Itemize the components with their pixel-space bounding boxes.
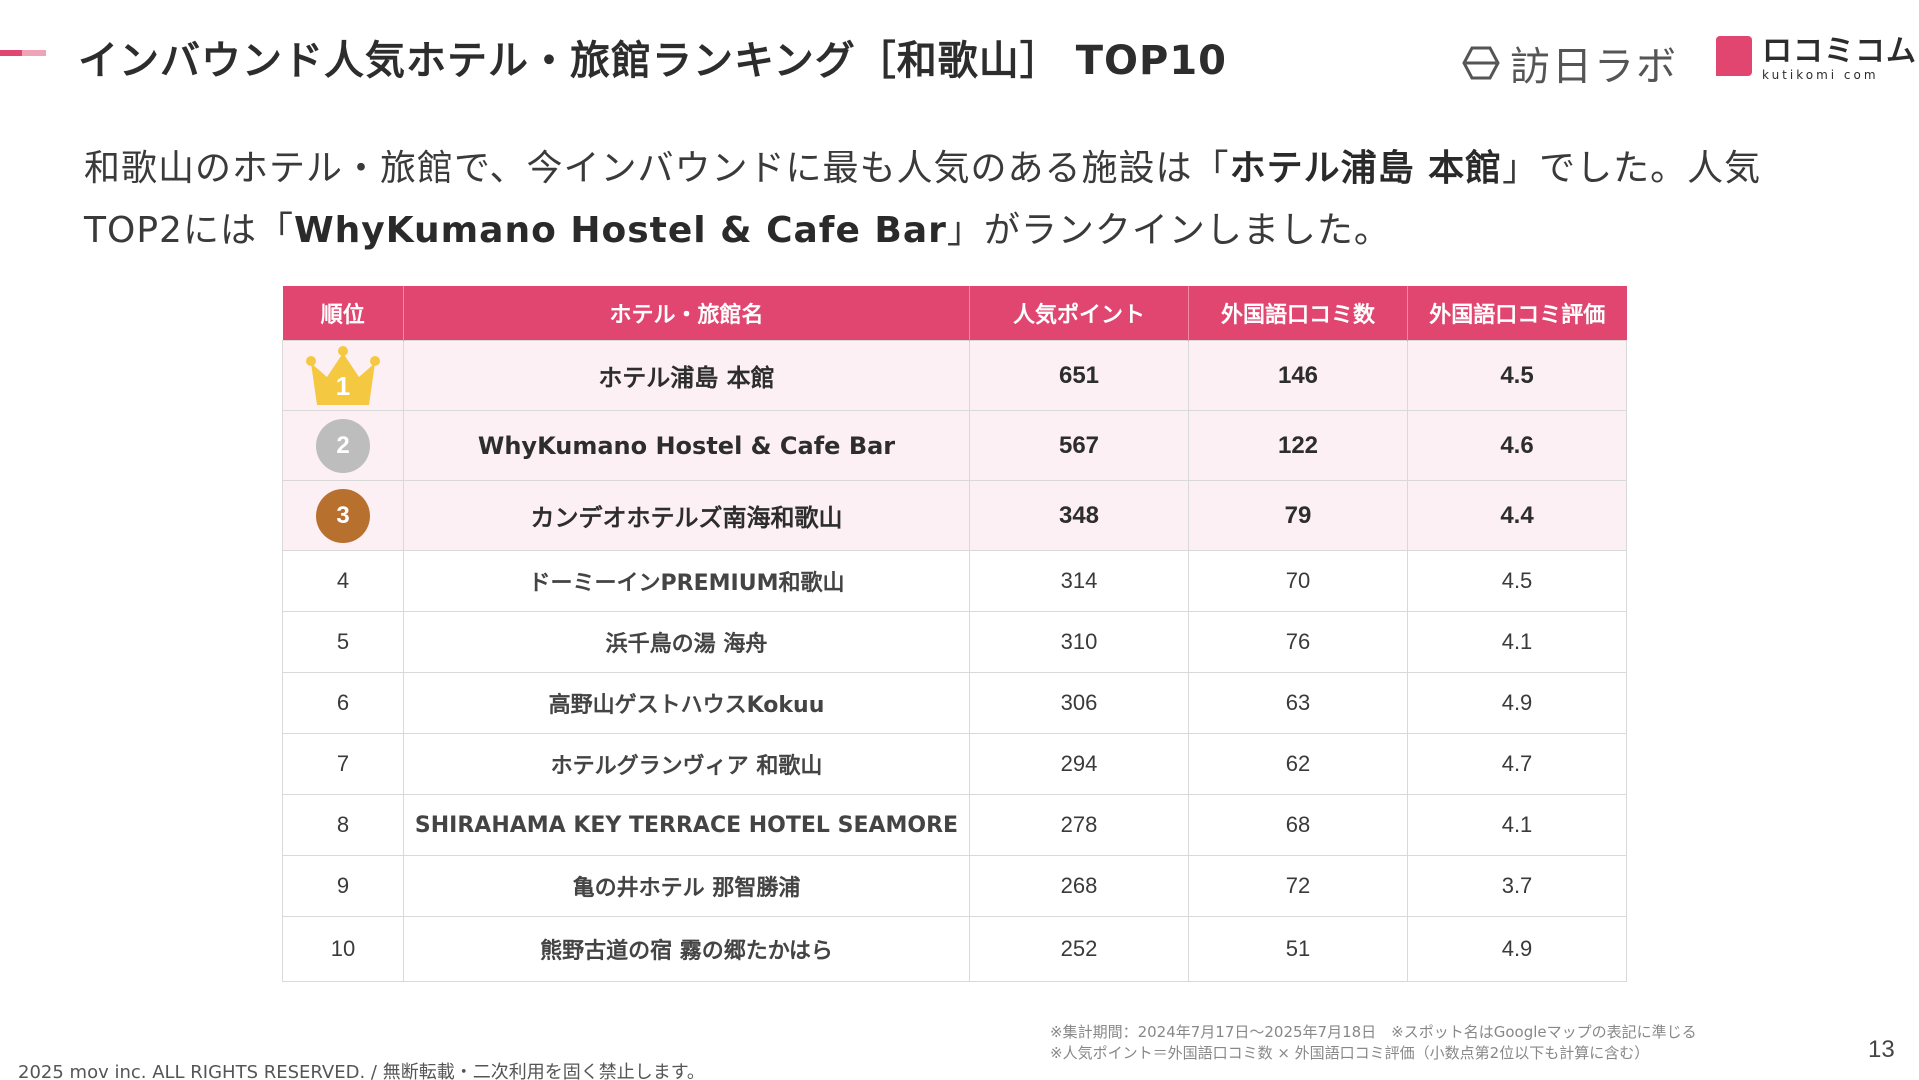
- hotel-name: ドーミーインPREMIUM和歌山: [403, 550, 970, 612]
- reviews-cell: 70: [1188, 550, 1408, 612]
- reviews-cell: 146: [1188, 340, 1408, 411]
- intro-part2: 」でした。人気TOP2には「: [84, 148, 1762, 251]
- hotel-name: カンデオホテルズ南海和歌山: [403, 480, 970, 551]
- hotel-name: SHIRAHAMA KEY TERRACE HOTEL SEAMORE: [403, 794, 970, 856]
- table-row: 9 亀の井ホテル 那智勝浦 268 72 3.7: [282, 855, 1627, 917]
- column-header: 外国語口コミ数: [1188, 286, 1408, 341]
- bronze-medal-icon: 3: [316, 488, 370, 543]
- rank-cell: 10: [282, 916, 404, 982]
- rating-cell: 4.9: [1407, 916, 1627, 982]
- intro-bold1: ホテル浦島 本館: [1229, 148, 1503, 189]
- column-header: 人気ポイント: [969, 286, 1189, 341]
- reviews-cell: 51: [1188, 916, 1408, 982]
- intro-bold2: WhyKumano Hostel & Cafe Bar: [293, 210, 947, 251]
- points-cell: 651: [969, 340, 1189, 411]
- intro-part3: 」がランクインしました。: [946, 210, 1391, 251]
- brand-main-text: 訪日ラボ: [1510, 44, 1678, 90]
- silver-medal-icon: 2: [316, 418, 370, 473]
- rank-cell: 2: [282, 410, 404, 481]
- rank-cell: 7: [282, 733, 404, 795]
- rating-cell: 4.1: [1407, 794, 1627, 856]
- rating-cell: 4.5: [1407, 340, 1627, 411]
- footnote-line: ※集計期間：2024年7月17日〜2025年7月18日 ※スポット名はGoogl…: [1050, 1023, 1697, 1041]
- points-cell: 314: [969, 550, 1189, 612]
- table-row: 5 浜千鳥の湯 海舟 310 76 4.1: [282, 611, 1627, 673]
- rank-cell: 3: [282, 480, 404, 551]
- brand-hounichi-lab: 訪日ラボ: [1462, 34, 1678, 92]
- crown-icon: 1: [303, 345, 383, 407]
- column-header: 外国語口コミ評価: [1407, 286, 1627, 341]
- rating-cell: 4.9: [1407, 672, 1627, 734]
- hotel-name: 浜千鳥の湯 海舟: [403, 611, 970, 673]
- rank-cell: 5: [282, 611, 404, 673]
- brand-kuchikomi-en: kutikomi com: [1762, 68, 1879, 82]
- rank-cell: 8: [282, 794, 404, 856]
- table-row: 2 WhyKumano Hostel & Cafe Bar 567 122 4.…: [282, 410, 1627, 481]
- rank-cell: 4: [282, 550, 404, 612]
- hotel-name: 亀の井ホテル 那智勝浦: [403, 855, 970, 917]
- rank-cell: 6: [282, 672, 404, 734]
- reviews-cell: 68: [1188, 794, 1408, 856]
- hotel-name: 高野山ゲストハウスKokuu: [403, 672, 970, 734]
- ranking-table: 順位 ホテル・旅館名 人気ポイント 外国語口コミ数 外国語口コミ評価: [282, 286, 1627, 982]
- table-row: 7 ホテルグランヴィア 和歌山 294 62 4.7: [282, 733, 1627, 795]
- intro-part1: 和歌山のホテル・旅館で、今インバウンドに最も人気のある施設は「: [84, 148, 1230, 189]
- page-number: 13: [1868, 1036, 1895, 1063]
- points-cell: 294: [969, 733, 1189, 795]
- rating-cell: 3.7: [1407, 855, 1627, 917]
- hexagon-logo-icon: [1462, 46, 1500, 80]
- table-row: 1 ホテル浦島 本館 651 146 4.5: [282, 340, 1627, 411]
- rating-cell: 4.7: [1407, 733, 1627, 795]
- reviews-cell: 76: [1188, 611, 1408, 673]
- hotel-name: ホテル浦島 本館: [403, 340, 970, 411]
- copyright: 2025 mov inc. ALL RIGHTS RESERVED. / 無断転…: [18, 1062, 705, 1080]
- rating-cell: 4.5: [1407, 550, 1627, 612]
- hotel-name: WhyKumano Hostel & Cafe Bar: [403, 410, 970, 481]
- column-header: 順位: [282, 286, 404, 341]
- rating-cell: 4.6: [1407, 410, 1627, 481]
- table-row: 4 ドーミーインPREMIUM和歌山 314 70 4.5: [282, 550, 1627, 612]
- column-header: ホテル・旅館名: [403, 286, 970, 341]
- footnote: ※集計期間：2024年7月17日〜2025年7月18日 ※スポット名はGoogl…: [1050, 1022, 1697, 1064]
- rating-cell: 4.4: [1407, 480, 1627, 551]
- points-cell: 306: [969, 672, 1189, 734]
- brand-kuchikomi-text: ロコミコム: [1762, 34, 1917, 69]
- reviews-cell: 122: [1188, 410, 1408, 481]
- table-row: 3 カンデオホテルズ南海和歌山 348 79 4.4: [282, 480, 1627, 551]
- hotel-name: ホテルグランヴィア 和歌山: [403, 733, 970, 795]
- points-cell: 268: [969, 855, 1189, 917]
- reviews-cell: 63: [1188, 672, 1408, 734]
- rank-cell: 9: [282, 855, 404, 917]
- footnote-line: ※人気ポイント＝外国語口コミ数 × 外国語口コミ評価（小数点第2位以下も計算に含…: [1050, 1044, 1650, 1062]
- table-row: 10 熊野古道の宿 霧の郷たかはら 252 51 4.9: [282, 916, 1627, 982]
- reviews-cell: 72: [1188, 855, 1408, 917]
- rating-cell: 4.1: [1407, 611, 1627, 673]
- reviews-cell: 62: [1188, 733, 1408, 795]
- rank-cell: 1: [282, 340, 404, 411]
- rank-number: 1: [335, 370, 351, 401]
- points-cell: 278: [969, 794, 1189, 856]
- intro-text: 和歌山のホテル・旅館で、今インバウンドに最も人気のある施設は「ホテル浦島 本館」…: [84, 138, 1844, 262]
- brand-kuchikomi: ロコミコム kutikomi com: [1716, 36, 1917, 82]
- hotel-name: 熊野古道の宿 霧の郷たかはら: [403, 916, 970, 982]
- reviews-cell: 79: [1188, 480, 1408, 551]
- page-title: インバウンド人気ホテル・旅館ランキング［和歌山］ TOP10: [78, 38, 1227, 84]
- speech-bubble-icon: [1716, 36, 1752, 76]
- table-row: 6 高野山ゲストハウスKokuu 306 63 4.9: [282, 672, 1627, 734]
- points-cell: 310: [969, 611, 1189, 673]
- points-cell: 348: [969, 480, 1189, 551]
- points-cell: 567: [969, 410, 1189, 481]
- table-header-row: 順位 ホテル・旅館名 人気ポイント 外国語口コミ数 外国語口コミ評価: [282, 286, 1627, 341]
- points-cell: 252: [969, 916, 1189, 982]
- table-row: 8 SHIRAHAMA KEY TERRACE HOTEL SEAMORE 27…: [282, 794, 1627, 856]
